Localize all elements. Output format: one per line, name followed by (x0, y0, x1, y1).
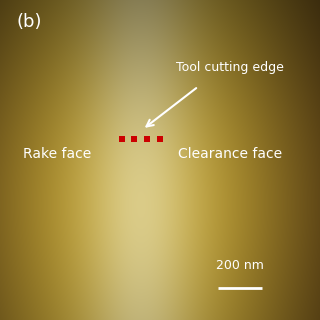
Text: Tool cutting edge: Tool cutting edge (176, 60, 284, 74)
Text: 200 nm: 200 nm (216, 259, 264, 272)
Text: Clearance face: Clearance face (178, 147, 283, 161)
Text: (b): (b) (16, 13, 42, 31)
Text: Rake face: Rake face (23, 147, 92, 161)
